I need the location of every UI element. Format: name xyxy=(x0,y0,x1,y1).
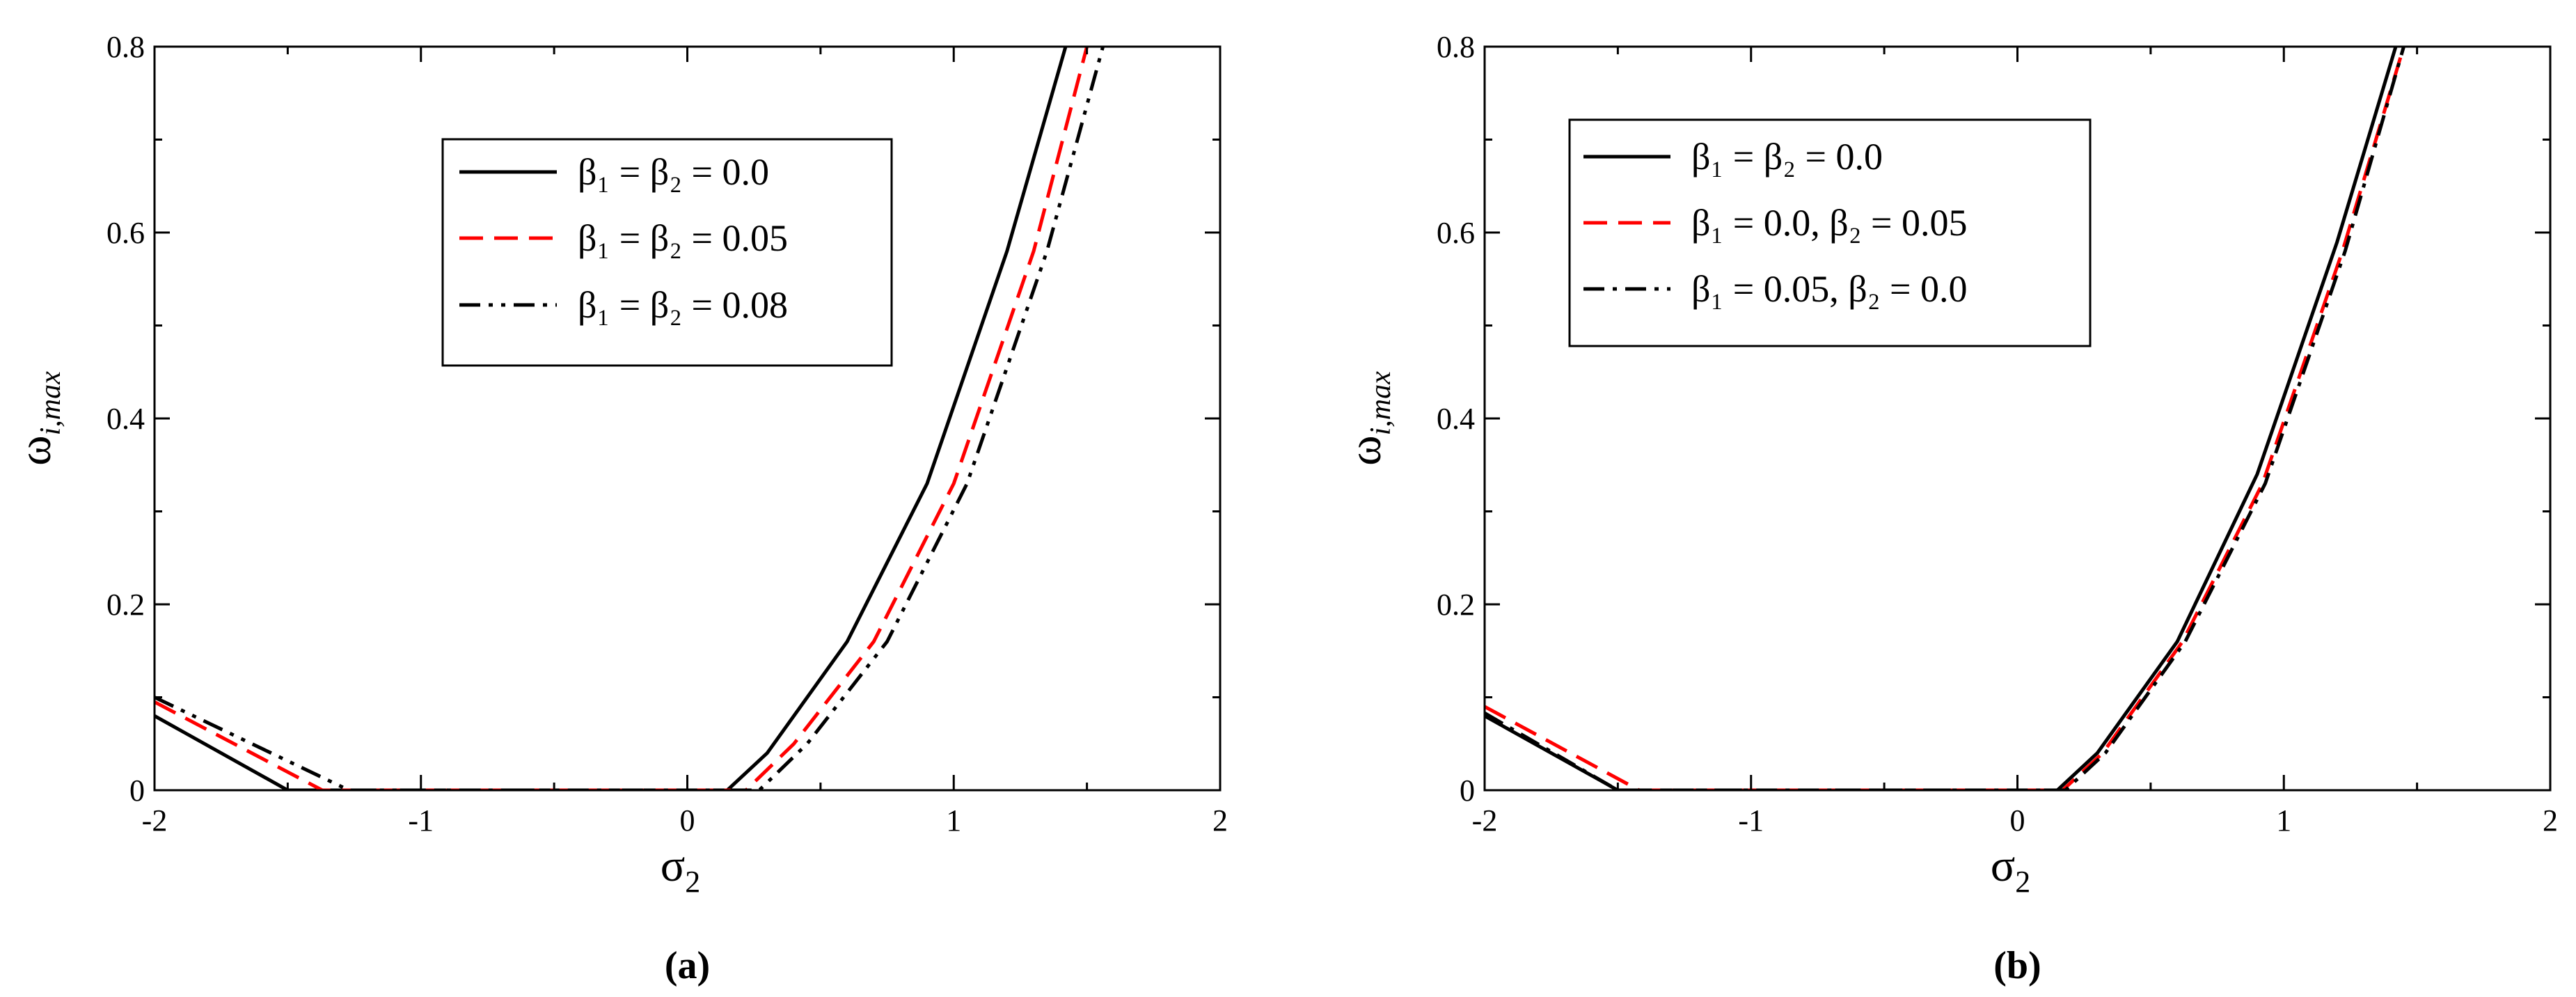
y-axis-label: ωi,max xyxy=(1340,371,1397,466)
legend-box xyxy=(441,138,893,367)
legend-label-1: β₁ = 0.0, β₂ = 0.05 xyxy=(1691,202,1968,244)
x-axis-symbol: σ xyxy=(1991,840,2016,891)
panel-label: (a) xyxy=(665,944,710,987)
x-tick-label: 1 xyxy=(946,803,961,838)
series-line-0 xyxy=(155,47,1068,790)
y-axis-label: ωi,max xyxy=(10,371,67,466)
legend-label-2: β₁ = 0.05, β₂ = 0.0 xyxy=(1691,268,1968,310)
legend-label-0: β₁ = β₂ = 0.0 xyxy=(578,151,769,193)
y-axis-subscript: i,max xyxy=(35,371,67,436)
series-line-2 xyxy=(155,47,1105,790)
x-axis-label: σ2 xyxy=(1991,840,2031,899)
x-tick-label: -1 xyxy=(408,803,434,838)
y-tick-label: 0.6 xyxy=(106,216,145,250)
x-tick-label: -2 xyxy=(142,803,168,838)
y-tick-label: 0.2 xyxy=(106,588,145,622)
x-tick-label: 0 xyxy=(680,803,695,838)
x-tick-label: 2 xyxy=(1212,803,1228,838)
panel-label: (b) xyxy=(1993,944,2041,987)
x-tick-label: 1 xyxy=(2276,803,2291,838)
series-line-1 xyxy=(155,47,1089,790)
y-tick-label: 0.6 xyxy=(1437,216,1475,250)
y-tick-label: 0 xyxy=(129,774,145,808)
x-tick-label: -1 xyxy=(1738,803,1764,838)
legend-label-2: β₁ = β₂ = 0.08 xyxy=(578,284,788,326)
x-axis-symbol: σ xyxy=(661,840,686,891)
y-tick-label: 0.8 xyxy=(1437,30,1475,64)
x-tick-label: 2 xyxy=(2543,803,2558,838)
series-line-2 xyxy=(1485,47,2405,790)
y-axis-symbol: ω xyxy=(10,435,61,465)
y-tick-label: 0.2 xyxy=(1437,588,1475,622)
y-tick-label: 0 xyxy=(1460,774,1475,808)
y-tick-label: 0.4 xyxy=(106,402,145,436)
x-tick-label: 0 xyxy=(2010,803,2025,838)
y-tick-label: 0.4 xyxy=(1437,402,1475,436)
y-axis-subscript: i,max xyxy=(1365,371,1397,436)
x-axis-subscript: 2 xyxy=(685,865,700,899)
x-axis-label: σ2 xyxy=(661,840,701,899)
x-axis-subscript: 2 xyxy=(2015,865,2030,899)
x-tick-label: -2 xyxy=(1472,803,1498,838)
legend-label-0: β₁ = β₂ = 0.0 xyxy=(1691,136,1883,178)
series-line-1 xyxy=(1485,47,2405,790)
legend-label-1: β₁ = β₂ = 0.05 xyxy=(578,217,788,259)
series-line-0 xyxy=(1485,47,2398,790)
y-axis-symbol: ω xyxy=(1340,435,1391,465)
y-tick-label: 0.8 xyxy=(106,30,145,64)
